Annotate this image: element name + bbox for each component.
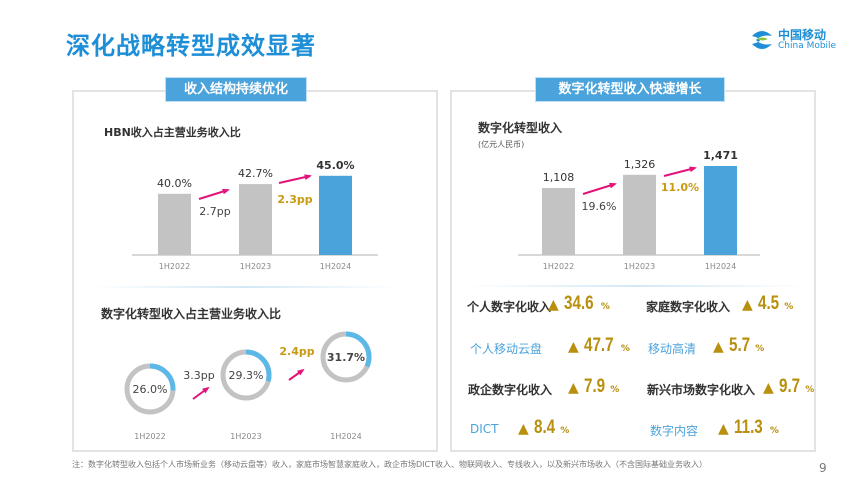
growth-arrow-head: [202, 386, 210, 394]
metric-label: 家庭数字化收入: [646, 300, 731, 314]
digital-ratio-subtitle: 数字化转型收入占主营业务收入比: [101, 307, 282, 321]
digital-revenue-subtitle: 数字化转型收入: [478, 121, 563, 135]
growth-arrow-head: [304, 174, 312, 180]
divider: [90, 286, 400, 288]
metric-label: 个人移动云盘: [470, 342, 543, 356]
metric-label: 个人数字化收入: [467, 300, 552, 314]
metric-unit: %: [560, 426, 570, 436]
tick-label: 1H2024: [320, 262, 351, 271]
data-label: 42.7%: [238, 167, 273, 180]
triangle-up-icon: ▲: [568, 339, 579, 355]
metric-number: 5.7: [728, 335, 751, 356]
data-label: 1,326: [624, 158, 656, 171]
metric-number: 11.3: [733, 417, 763, 438]
triangle-up-icon: ▲: [713, 339, 724, 355]
hbn-subtitle: HBN收入占主营业务收入比: [104, 126, 241, 139]
metric-unit: %: [805, 385, 815, 395]
metric-number: 7.9: [583, 376, 606, 397]
metric-value: ▲ 4.5%: [742, 293, 793, 315]
triangle-up-icon: ▲: [742, 297, 753, 313]
data-label: 1,471: [703, 149, 738, 162]
metric-label: DICT: [470, 422, 499, 436]
unit-label: (亿元人民币): [478, 140, 525, 149]
metric-number: 47.7: [583, 335, 614, 356]
bar-1H2023: [623, 174, 656, 255]
metric-label: 新兴市场数字化收入: [647, 383, 756, 397]
metric-unit: %: [610, 385, 620, 395]
triangle-up-icon: ▲: [518, 421, 529, 437]
metric-value: ▲ 5.7%: [713, 335, 764, 357]
footnote: 注：数字化转型收入包括个人市场新业务（移动云盘等）收入，家庭市场智慧家庭收入，政…: [72, 460, 707, 469]
tick-label: 1H2023: [624, 262, 655, 271]
metric-unit: %: [600, 302, 610, 312]
metric-value: ▲ 7.9%: [568, 376, 619, 398]
donut-label: 29.3%: [229, 369, 264, 382]
logo-en: China Mobile: [778, 41, 837, 51]
triangle-up-icon: ▲: [548, 297, 559, 313]
donut-label: 31.7%: [327, 351, 365, 364]
metric-number: 4.5: [757, 293, 780, 314]
tick-label: 1H2024: [705, 262, 736, 271]
page-number: 9: [819, 461, 827, 475]
tick-label: 1H2022: [159, 262, 190, 271]
left-panel-header: 收入结构持续优化: [165, 77, 307, 102]
logo-icon: [752, 31, 772, 49]
change-label: 2.7pp: [199, 205, 230, 218]
change-label: 11.0%: [661, 181, 699, 194]
bar-1H2024: [704, 166, 737, 255]
metric-number: 8.4: [533, 417, 556, 438]
change-label: 2.3pp: [277, 193, 312, 206]
donut-arc-1H2024: [320, 331, 372, 383]
growth-arrow-head: [609, 182, 617, 189]
metric-number: 34.6: [563, 293, 594, 314]
right-panel-header: 数字化转型收入快速增长: [535, 77, 725, 102]
change-label: 19.6%: [582, 200, 617, 213]
metric-value: ▲ 11.3%: [718, 417, 779, 439]
bar-1H2022: [542, 187, 575, 255]
growth-arrow: [278, 175, 311, 184]
metric-value: ▲ 9.7%: [763, 376, 814, 398]
china-mobile-logo: 中国移动 China Mobile: [748, 26, 848, 56]
growth-arrow-head: [297, 368, 305, 376]
tick-label: 1H2023: [240, 262, 271, 271]
metric-unit: %: [620, 344, 630, 354]
bar-1H2023: [239, 184, 272, 255]
change-label: 3.3pp: [183, 369, 214, 382]
tick-label: 1H2024: [330, 432, 361, 441]
tick-label: 1H2022: [543, 262, 574, 271]
data-label: 45.0%: [316, 159, 354, 172]
change-label: 2.4pp: [279, 345, 314, 358]
bar-1H2022: [158, 193, 191, 255]
metric-label: 移动高清: [648, 342, 697, 356]
data-label: 40.0%: [157, 177, 192, 190]
data-label: 1,108: [543, 171, 575, 184]
divider: [466, 285, 806, 287]
tick-label: 1H2022: [134, 432, 165, 441]
metric-number: 9.7: [778, 376, 801, 397]
growth-arrow: [582, 183, 616, 195]
metric-unit: %: [784, 302, 794, 312]
tick-label: 1H2023: [230, 432, 261, 441]
triangle-up-icon: ▲: [763, 380, 774, 396]
donut-label: 26.0%: [133, 383, 168, 396]
donut-arc-1H2022: [124, 363, 176, 415]
logo-cn: 中国移动: [778, 28, 827, 42]
triangle-up-icon: ▲: [568, 380, 579, 396]
growth-arrow-head: [222, 188, 230, 195]
metric-label: 政企数字化收入: [468, 383, 553, 397]
page-title: 深化战略转型成效显著: [66, 32, 316, 60]
metric-value: ▲ 8.4%: [518, 417, 569, 439]
growth-arrow: [663, 167, 696, 177]
triangle-up-icon: ▲: [718, 421, 729, 437]
metric-value: ▲ 47.7%: [568, 335, 630, 357]
donut-arc-1H2023: [220, 349, 272, 401]
growth-arrow-head: [689, 166, 697, 173]
metric-unit: %: [755, 344, 765, 354]
metric-label: 数字内容: [650, 424, 699, 438]
metric-value: ▲ 34.6%: [548, 293, 610, 315]
metric-unit: %: [769, 426, 779, 436]
bar-1H2024: [319, 175, 352, 255]
